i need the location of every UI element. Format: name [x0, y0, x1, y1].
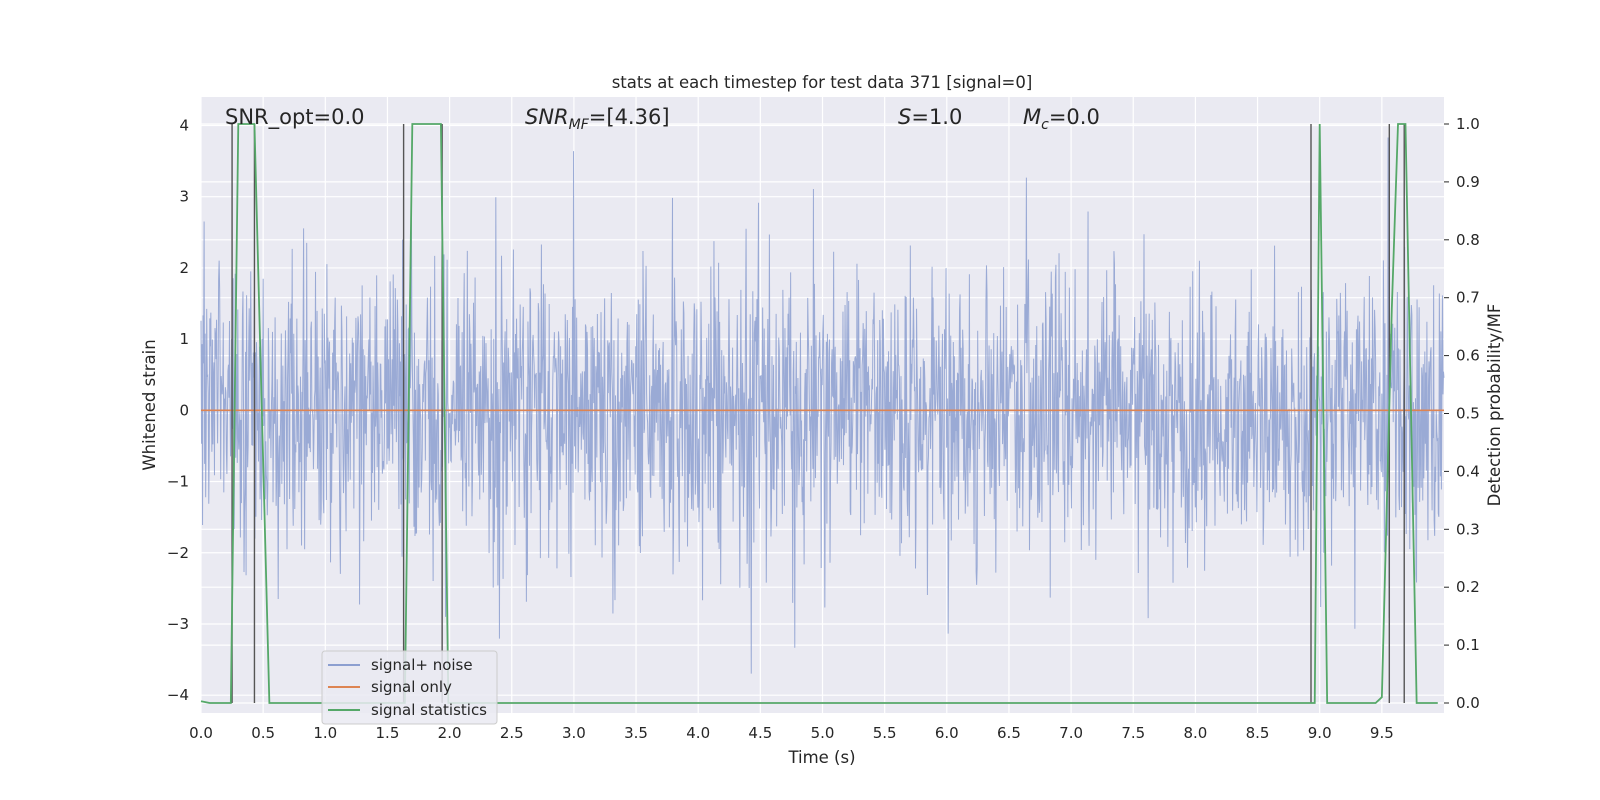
y-tick-label-right: 0.8: [1456, 231, 1480, 249]
s-label: S: [898, 105, 911, 129]
mc-value: =0.0: [1049, 105, 1100, 129]
x-tick-label: 8.5: [1246, 724, 1270, 742]
mc-sub: c: [1041, 117, 1049, 133]
signal-statistics-line: [200, 123, 1438, 704]
y-tick-label-right: 0.4: [1456, 462, 1480, 480]
x-tick-label: 9.5: [1370, 724, 1394, 742]
y-tick-label-left: −4: [167, 686, 189, 704]
y-axis-right-ticks: 1.0 0.9 0.8 0.7 0.6 0.5 0.4 0.3 0.2 0.1 0.0: [1444, 115, 1480, 712]
y-tick-label-left: 0: [179, 401, 189, 419]
y-tick-label-right: 1.0: [1456, 115, 1480, 133]
legend-label-stats: signal statistics: [371, 701, 487, 719]
y-tick-label-right: 0.0: [1456, 694, 1480, 712]
snr-mf-value: =[4.36]: [589, 105, 670, 129]
y-tick-label-right: 0.6: [1456, 347, 1480, 365]
y-tick-label-right: 0.7: [1456, 289, 1480, 307]
y-tick-label-left: −2: [167, 544, 189, 562]
signal-statistics-series: [200, 123, 1438, 704]
snr-mf-sub: MF: [569, 117, 590, 133]
x-tick-label: 7.5: [1121, 724, 1145, 742]
x-tick-label: 2.5: [500, 724, 524, 742]
x-axis-label: Time (s): [787, 748, 855, 767]
mc-label: M: [1023, 105, 1041, 129]
x-tick-label: 8.0: [1183, 724, 1207, 742]
y-tick-label-right: 0.9: [1456, 173, 1480, 191]
annotation-snr-mf: SNRMF=[4.36]: [525, 105, 670, 133]
x-tick-label: 0.0: [189, 724, 213, 742]
legend: signal+ noise signal only signal statist…: [321, 650, 498, 725]
x-tick-label: 6.5: [997, 724, 1021, 742]
legend-box: [321, 650, 498, 725]
x-tick-label: 3.5: [624, 724, 648, 742]
signal-noise-series: [200, 137, 1445, 674]
legend-label-noise: signal+ noise: [371, 656, 473, 674]
annotation-s: S=1.0: [898, 105, 962, 129]
x-tick-label: 3.0: [562, 724, 586, 742]
noise-line: [200, 137, 1445, 674]
y-tick-label-left: 1: [179, 330, 189, 348]
annotation-mc: Mc=0.0: [1023, 105, 1100, 133]
x-tick-label: 1.0: [313, 724, 337, 742]
x-tick-label: 4.0: [686, 724, 710, 742]
x-tick-label: 1.5: [376, 724, 400, 742]
x-tick-label: 5.5: [873, 724, 897, 742]
snr-mf-prefix: SNR: [525, 105, 569, 129]
y-tick-label-left: 4: [179, 116, 189, 134]
x-axis-ticks: 0.0 0.5 1.0 1.5 2.0 2.5 3.0 3.5 4.0 4.5 5.0 5.5 6.0 6…: [189, 724, 1394, 742]
chart-title: stats at each timestep for test data 371…: [612, 73, 1033, 92]
x-tick-label: 9.0: [1308, 724, 1332, 742]
y-axis-left-ticks: 4 3 2 1 0 −1 −2 −3 −4: [167, 116, 189, 704]
x-tick-label: 7.0: [1059, 724, 1083, 742]
x-tick-label: 2.0: [438, 724, 462, 742]
x-tick-label: 5.0: [811, 724, 835, 742]
y-tick-label-left: −1: [167, 473, 189, 491]
y-tick-label-right: 0.2: [1456, 578, 1480, 596]
x-tick-label: 4.5: [748, 724, 772, 742]
y-tick-label-left: 2: [179, 259, 189, 277]
y-tick-label-left: −3: [167, 615, 189, 633]
annotation-snr-opt: SNR_opt=0.0: [225, 105, 365, 130]
x-tick-label: 0.5: [251, 724, 275, 742]
x-tick-label: 6.0: [935, 724, 959, 742]
s-value: =1.0: [911, 105, 962, 129]
y-tick-label-left: 3: [179, 188, 189, 206]
y-axis-right-label: Detection probability/MF: [1485, 304, 1504, 507]
legend-label-signal: signal only: [371, 678, 452, 696]
y-tick-label-right: 0.1: [1456, 636, 1480, 654]
y-axis-left-label: Whitened strain: [140, 339, 159, 470]
y-tick-label-right: 0.3: [1456, 520, 1480, 538]
y-tick-label-right: 0.5: [1456, 405, 1480, 423]
